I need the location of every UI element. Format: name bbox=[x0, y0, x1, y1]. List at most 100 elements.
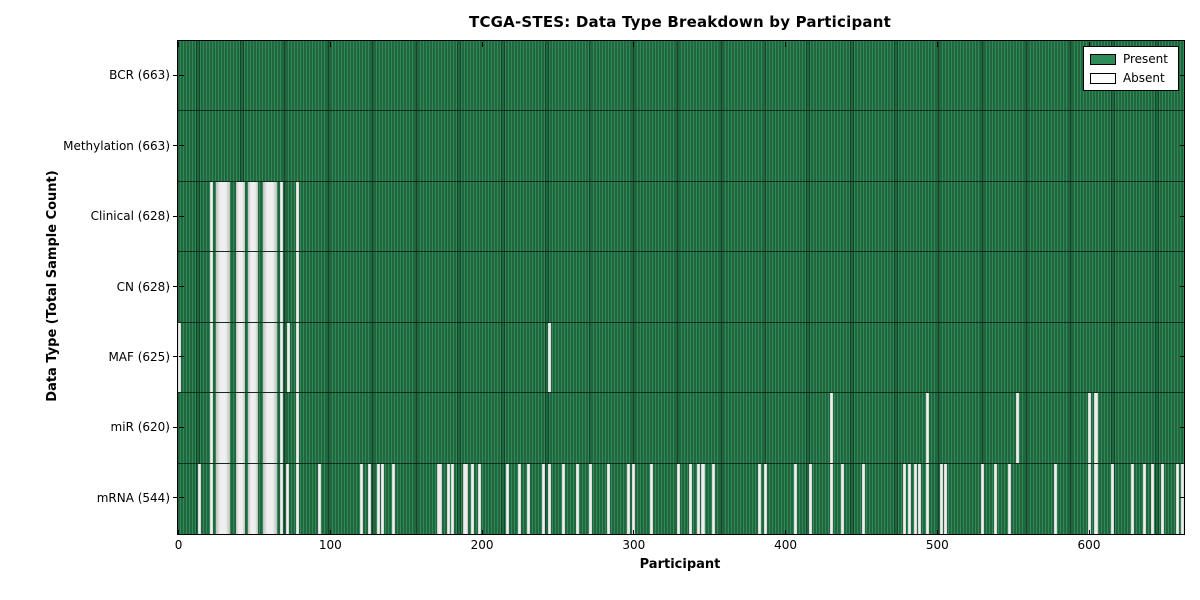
absent-stripe bbox=[209, 252, 213, 322]
legend-label-absent: Absent bbox=[1122, 71, 1165, 85]
y-tick-mark bbox=[178, 74, 184, 76]
absent-stripe bbox=[1176, 463, 1180, 534]
absent-stripe bbox=[437, 463, 442, 534]
x-axis-label: Participant bbox=[639, 557, 721, 572]
x-tick-mark bbox=[481, 41, 483, 47]
absent-stripe bbox=[1007, 463, 1012, 534]
y-tick-label: Clinical (628) bbox=[90, 209, 170, 224]
absent-stripe bbox=[1130, 463, 1134, 534]
absent-stripe bbox=[907, 463, 911, 534]
y-tick-mark bbox=[173, 426, 178, 428]
absent-stripe bbox=[209, 322, 213, 393]
absent-stripe bbox=[913, 463, 917, 534]
x-tick-mark bbox=[785, 41, 787, 47]
y-tick-mark bbox=[178, 356, 184, 358]
absent-stripe bbox=[1094, 393, 1098, 463]
absent-stripe bbox=[478, 463, 482, 534]
absent-stripe bbox=[809, 463, 813, 534]
absent-stripe bbox=[561, 463, 565, 534]
absent-swatch-icon bbox=[1089, 72, 1116, 84]
plot-area: Present Absent bbox=[177, 40, 1185, 535]
absent-stripe bbox=[944, 463, 948, 534]
absent-stripe bbox=[209, 181, 213, 252]
absent-stripe bbox=[279, 252, 283, 322]
y-tick-mark bbox=[173, 286, 178, 287]
y-tick-mark bbox=[173, 74, 178, 76]
absent-stripe bbox=[296, 393, 300, 463]
row-band-maf bbox=[178, 322, 1184, 394]
absent-stripe bbox=[649, 463, 653, 534]
x-tick-mark bbox=[178, 529, 180, 535]
absent-stripe bbox=[1094, 463, 1098, 534]
absent-stripe bbox=[285, 463, 289, 534]
y-tick-mark bbox=[1179, 426, 1185, 428]
y-tick-label: CN (628) bbox=[116, 279, 170, 294]
y-tick-mark bbox=[1179, 286, 1185, 287]
absent-stripe bbox=[994, 463, 998, 534]
absent-stripe bbox=[235, 463, 245, 534]
absent-stripe bbox=[215, 181, 230, 252]
absent-stripe bbox=[689, 463, 693, 534]
absent-stripe bbox=[548, 463, 552, 534]
absent-stripe bbox=[631, 463, 635, 534]
y-tick-mark bbox=[173, 145, 178, 147]
y-tick-mark bbox=[1179, 497, 1185, 499]
absent-stripe bbox=[463, 463, 468, 534]
absent-stripe bbox=[470, 463, 474, 534]
y-tick-mark bbox=[173, 215, 178, 217]
x-tick-label: 200 bbox=[470, 538, 494, 552]
absent-stripe bbox=[296, 181, 300, 252]
y-tick-label: MAF (625) bbox=[108, 349, 170, 364]
absent-stripe bbox=[215, 322, 230, 393]
absent-stripe bbox=[712, 463, 716, 534]
absent-stripe bbox=[696, 463, 700, 534]
absent-stripe bbox=[1111, 463, 1115, 534]
y-tick-mark bbox=[178, 286, 184, 287]
row-band-bcr bbox=[178, 41, 1184, 112]
absent-stripe bbox=[1088, 463, 1092, 534]
x-tick-mark bbox=[1088, 41, 1090, 47]
x-tick-mark bbox=[633, 41, 635, 47]
x-tick-label: 600 bbox=[1077, 538, 1101, 552]
absent-stripe bbox=[197, 463, 201, 534]
absent-stripe bbox=[1180, 463, 1184, 534]
absent-stripe bbox=[1161, 463, 1165, 534]
y-tick-mark bbox=[1179, 356, 1185, 358]
absent-stripe bbox=[296, 252, 300, 322]
absent-stripe bbox=[262, 393, 277, 463]
absent-stripe bbox=[235, 393, 245, 463]
x-tick-mark bbox=[329, 529, 331, 535]
absent-stripe bbox=[548, 322, 552, 393]
absent-stripe bbox=[589, 463, 593, 534]
absent-stripe bbox=[247, 393, 259, 463]
absent-stripe bbox=[862, 463, 866, 534]
absent-stripe bbox=[235, 252, 245, 322]
absent-stripe bbox=[542, 463, 546, 534]
absent-stripe bbox=[262, 252, 277, 322]
absent-stripe bbox=[215, 393, 230, 463]
absent-stripe bbox=[701, 463, 705, 534]
absent-stripe bbox=[526, 463, 531, 534]
absent-stripe bbox=[235, 322, 245, 393]
x-tick-label: 300 bbox=[622, 538, 646, 552]
absent-stripe bbox=[247, 181, 259, 252]
absent-stripe bbox=[763, 463, 767, 534]
absent-stripe bbox=[296, 463, 300, 534]
x-tick-label: 100 bbox=[318, 538, 342, 552]
absent-stripe bbox=[926, 463, 930, 534]
absent-stripe bbox=[209, 463, 213, 534]
absent-stripe bbox=[980, 463, 984, 534]
absent-stripe bbox=[209, 393, 213, 463]
x-tick-mark bbox=[633, 529, 635, 535]
absent-stripe bbox=[262, 322, 277, 393]
absent-stripe bbox=[830, 463, 834, 534]
absent-stripe bbox=[376, 463, 380, 534]
absent-stripe bbox=[317, 463, 321, 534]
y-tick-mark bbox=[173, 497, 178, 499]
absent-stripe bbox=[841, 463, 845, 534]
x-tick-mark bbox=[936, 41, 938, 47]
absent-stripe bbox=[1088, 393, 1092, 463]
absent-stripe bbox=[1015, 393, 1019, 463]
y-tick-mark bbox=[178, 426, 184, 428]
